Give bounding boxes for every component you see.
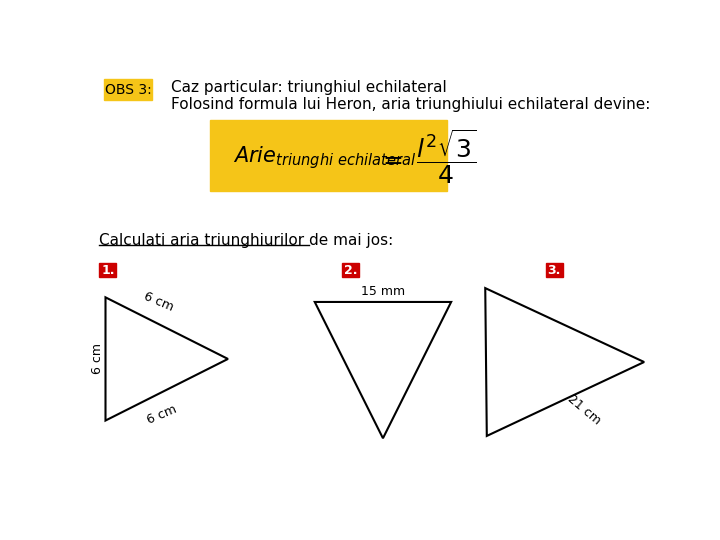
Text: $=\ \dfrac{l^2\sqrt{3}}{4}$: $=\ \dfrac{l^2\sqrt{3}}{4}$ [378,128,476,186]
Text: 1.: 1. [101,264,114,277]
Text: 6 cm: 6 cm [141,290,175,314]
Text: 3.: 3. [547,264,561,277]
Text: $\mathit{Arie}_{\mathit{triunghi\ echilateral}}$: $\mathit{Arie}_{\mathit{triunghi\ echila… [233,144,417,171]
FancyBboxPatch shape [342,264,359,278]
Text: 15 mm: 15 mm [361,285,405,298]
Text: 6 cm: 6 cm [145,403,179,427]
Text: 6 cm: 6 cm [91,343,104,374]
FancyBboxPatch shape [99,264,117,278]
Text: 21 cm: 21 cm [565,392,603,427]
Text: Caz particular: triunghiul echilateral: Caz particular: triunghiul echilateral [171,80,447,96]
Text: 2.: 2. [343,264,357,277]
FancyBboxPatch shape [210,120,446,191]
Text: Folosind formula lui Heron, aria triunghiului echilateral devine:: Folosind formula lui Heron, aria triungh… [171,97,651,112]
Text: OBS 3:: OBS 3: [104,83,151,97]
FancyBboxPatch shape [104,79,152,100]
Text: Calculati aria triunghiurilor de mai jos:: Calculati aria triunghiurilor de mai jos… [99,233,394,248]
FancyBboxPatch shape [546,264,563,278]
